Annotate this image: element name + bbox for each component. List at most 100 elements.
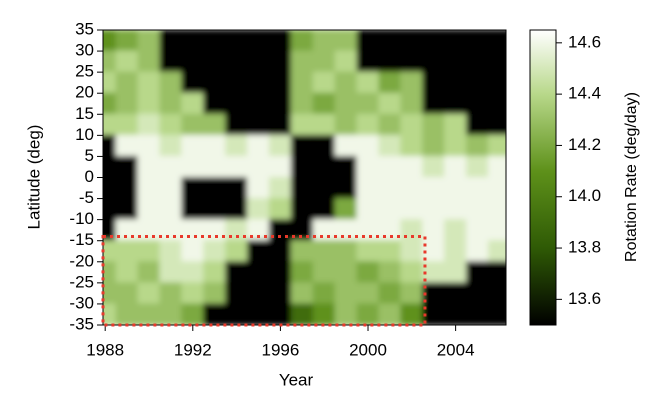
heatmap-cell — [487, 50, 506, 73]
y-tick-label: -5 — [79, 188, 94, 207]
heatmap-cell — [290, 240, 314, 263]
heatmap-cell — [378, 303, 402, 325]
heatmap-cell — [268, 113, 292, 136]
heatmap-cell — [444, 282, 468, 305]
heatmap-cell — [247, 50, 270, 73]
heatmap-cell — [487, 71, 506, 94]
heatmap-cell — [103, 155, 117, 178]
heatmap-cell — [225, 71, 249, 94]
heatmap-cell — [487, 219, 506, 242]
heatmap-cell — [268, 92, 292, 115]
heatmap-cell — [444, 219, 468, 242]
heatmap-cell — [159, 261, 183, 284]
heatmap-cell — [444, 30, 468, 52]
x-tick-label: 2000 — [349, 340, 387, 359]
heatmap-cell — [312, 219, 336, 242]
y-tick-label: -35 — [69, 314, 94, 333]
heatmap-cell — [290, 177, 314, 200]
heatmap-cell — [356, 92, 380, 115]
heatmap-cell — [181, 198, 205, 221]
heatmap-cell — [247, 155, 270, 178]
heatmap-cell — [115, 198, 139, 221]
heatmap-cell — [444, 113, 468, 136]
heatmap-cell — [400, 50, 424, 73]
heatmap-cell — [159, 50, 183, 73]
heatmap-cell — [225, 30, 249, 52]
heatmap-cell — [225, 198, 249, 221]
heatmap-cell — [159, 155, 183, 178]
heatmap-cell — [268, 198, 292, 221]
heatmap-cell — [334, 282, 358, 305]
heatmap-cell — [115, 282, 139, 305]
heatmap — [103, 30, 506, 325]
heatmap-cell — [466, 50, 489, 73]
colorbar — [529, 29, 557, 326]
heatmap-cell — [356, 71, 380, 94]
heatmap-cell — [103, 219, 117, 242]
heatmap-cell — [225, 240, 249, 263]
heatmap-cell — [181, 113, 205, 136]
heatmap-cell — [290, 113, 314, 136]
heatmap-cell — [356, 50, 380, 73]
x-tick-label: 1988 — [86, 340, 124, 359]
heatmap-cell — [137, 71, 161, 94]
heatmap-cell — [466, 30, 489, 52]
x-tick-label: 1992 — [174, 340, 212, 359]
heatmap-cell — [268, 240, 292, 263]
heatmap-cell — [400, 177, 424, 200]
heatmap-cell — [225, 92, 249, 115]
heatmap-cell — [422, 155, 446, 178]
x-axis-label: Year — [279, 370, 314, 389]
heatmap-cell — [422, 240, 446, 263]
heatmap-cell — [203, 113, 227, 136]
heatmap-cell — [487, 30, 506, 52]
y-tick-label: -20 — [69, 251, 94, 270]
heatmap-cell — [137, 113, 161, 136]
heatmap-cell — [422, 50, 446, 73]
heatmap-cell — [290, 155, 314, 178]
heatmap-cell — [137, 155, 161, 178]
heatmap-cell — [225, 155, 249, 178]
heatmap-cell — [181, 303, 205, 325]
x-tick-label: 1996 — [261, 340, 299, 359]
colorbar-tick-label: 14.6 — [568, 32, 601, 51]
heatmap-cell — [103, 50, 117, 73]
heatmap-cell — [225, 261, 249, 284]
y-tick-label: -10 — [69, 209, 94, 228]
heatmap-cell — [378, 50, 402, 73]
heatmap-cell — [312, 261, 336, 284]
y-tick-label: 25 — [75, 62, 94, 81]
x-tick-label: 2004 — [437, 340, 475, 359]
colorbar-tick-label: 14.0 — [568, 186, 601, 205]
heatmap-cell — [268, 177, 292, 200]
heatmap-cell — [115, 303, 139, 325]
heatmap-cell — [268, 282, 292, 305]
heatmap-cell — [159, 219, 183, 242]
heatmap-cell — [444, 177, 468, 200]
heatmap-cell — [422, 261, 446, 284]
heatmap-cell — [103, 198, 117, 221]
colorbar-tick-label: 13.8 — [568, 238, 601, 257]
heatmap-cell — [334, 261, 358, 284]
heatmap-cell — [247, 113, 270, 136]
heatmap-cell — [422, 303, 446, 325]
heatmap-cell — [422, 134, 446, 157]
heatmap-cell — [378, 261, 402, 284]
heatmap-cell — [203, 134, 227, 157]
heatmap-cell — [181, 240, 205, 263]
heatmap-cell — [466, 71, 489, 94]
heatmap-cell — [400, 155, 424, 178]
heatmap-cell — [115, 113, 139, 136]
y-tick-label: -25 — [69, 272, 94, 291]
heatmap-cell — [312, 282, 336, 305]
heatmap-cell — [290, 303, 314, 325]
heatmap-cell — [103, 71, 117, 94]
heatmap-cell — [103, 261, 117, 284]
heatmap-cell — [290, 198, 314, 221]
heatmap-cell — [422, 282, 446, 305]
y-tick-label: 0 — [85, 167, 94, 186]
heatmap-cell — [444, 71, 468, 94]
heatmap-cell — [181, 134, 205, 157]
heatmap-cell — [444, 240, 468, 263]
